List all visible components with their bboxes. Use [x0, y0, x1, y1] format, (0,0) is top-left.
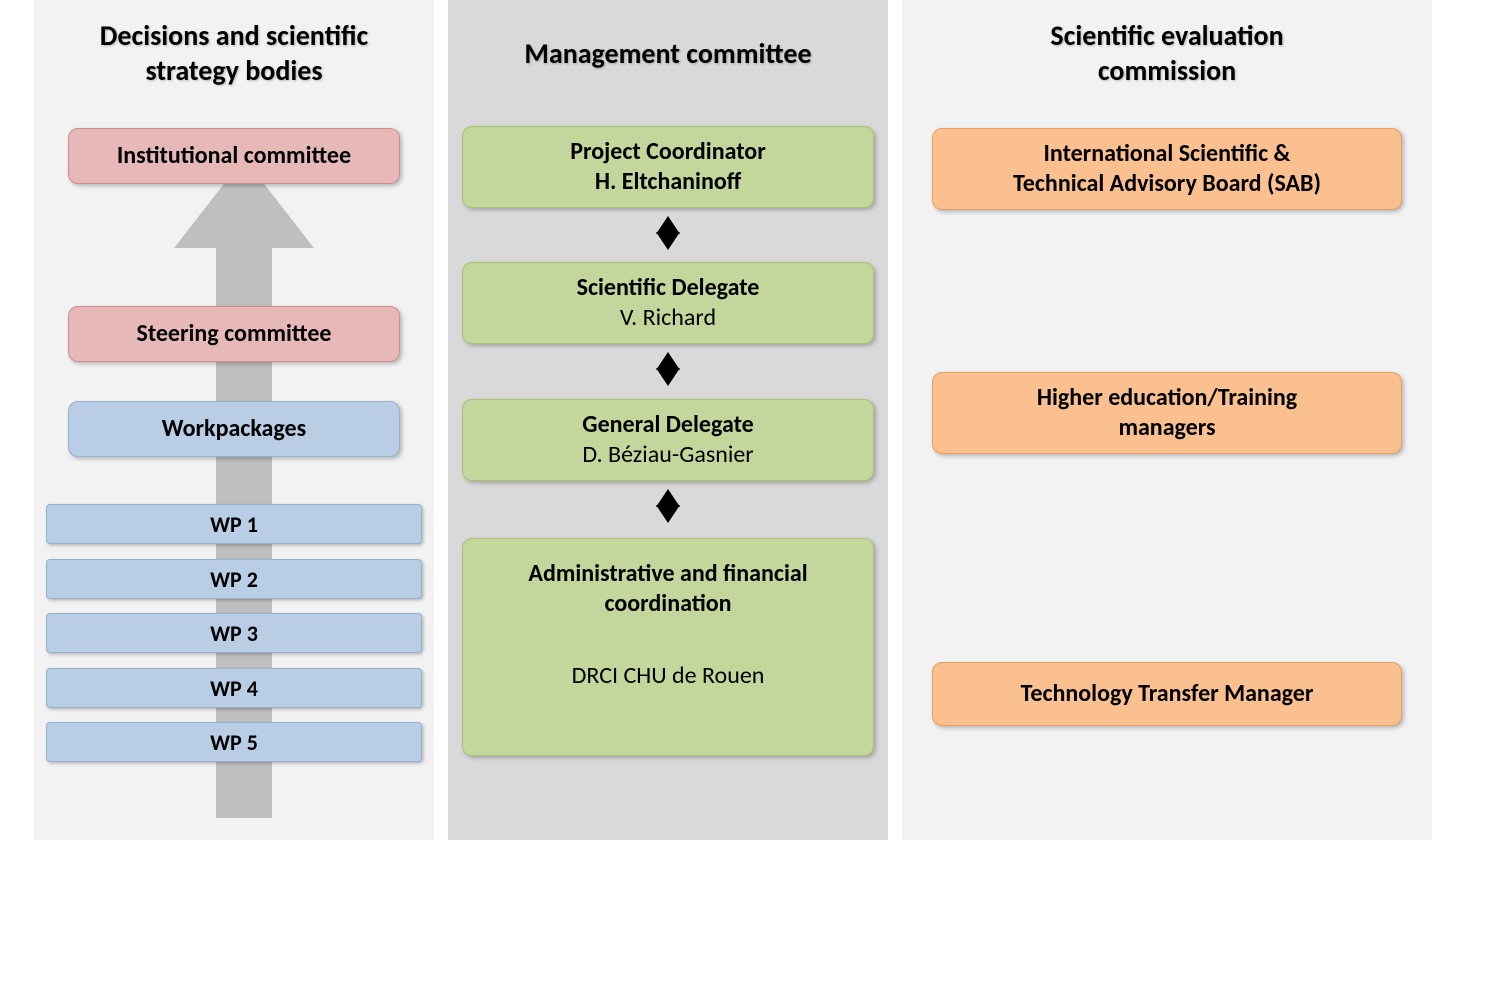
label-admin-sub: DRCI CHU de Rouen — [572, 661, 765, 691]
box-institutional-committee: Institutional committee — [68, 128, 400, 184]
double-arrow-icon — [656, 216, 680, 250]
label-gendelegate-name: D. Béziau-Gasnier — [582, 440, 753, 470]
label-coordinator-title: Project Coordinator — [570, 137, 765, 167]
label-scidelegate-name: V. Richard — [620, 303, 716, 333]
box-wp4: WP 4 — [46, 668, 422, 708]
heading-center: Management committee — [448, 0, 888, 71]
label-sab-l1: International Scientific & — [1044, 139, 1291, 169]
box-wp2: WP 2 — [46, 559, 422, 599]
label-wp5: WP 5 — [210, 729, 258, 756]
box-training-managers: Higher education/Training managers — [932, 372, 1402, 454]
box-project-coordinator: Project Coordinator H. Eltchaninoff — [462, 126, 874, 208]
box-sab: International Scientific & Technical Adv… — [932, 128, 1402, 210]
column-right: Scientific evaluation commission Interna… — [902, 0, 1432, 840]
label-wp3: WP 3 — [210, 620, 258, 647]
label-admin-l2: coordination — [604, 589, 731, 619]
box-workpackages: Workpackages — [68, 401, 400, 457]
label-admin-l1: Administrative and financial — [528, 559, 807, 589]
heading-left-l1: Decisions and scientific — [100, 18, 368, 53]
double-arrow-icon — [656, 352, 680, 386]
label-gendelegate-title: General Delegate — [582, 410, 753, 440]
box-tech-transfer: Technology Transfer Manager — [932, 662, 1402, 726]
heading-right-l2: commission — [1098, 53, 1236, 88]
heading-center-text: Management committee — [524, 36, 811, 71]
label-techtransfer: Technology Transfer Manager — [1021, 679, 1314, 709]
column-center: Management committee Project Coordinator… — [448, 0, 888, 840]
box-wp1: WP 1 — [46, 504, 422, 544]
double-arrow-icon — [656, 489, 680, 523]
label-scidelegate-title: Scientific Delegate — [577, 273, 760, 303]
column-left: Decisions and scientific strategy bodies… — [34, 0, 434, 840]
label-workpackages: Workpackages — [162, 414, 306, 444]
label-wp1: WP 1 — [210, 511, 258, 538]
label-train-l1: Higher education/Training — [1037, 383, 1297, 413]
heading-right: Scientific evaluation commission — [902, 0, 1432, 88]
heading-right-l1: Scientific evaluation — [1050, 18, 1283, 53]
heading-left-l2: strategy bodies — [145, 53, 322, 88]
label-coordinator-name: H. Eltchaninoff — [595, 167, 741, 197]
label-institutional: Institutional committee — [117, 141, 351, 171]
box-admin-fin-coord: Administrative and financial coordinatio… — [462, 538, 874, 756]
label-steering: Steering committee — [136, 319, 331, 349]
box-steering-committee: Steering committee — [68, 306, 400, 362]
box-general-delegate: General Delegate D. Béziau-Gasnier — [462, 399, 874, 481]
box-wp3: WP 3 — [46, 613, 422, 653]
label-wp2: WP 2 — [210, 566, 258, 593]
box-wp5: WP 5 — [46, 722, 422, 762]
heading-left: Decisions and scientific strategy bodies — [34, 0, 434, 88]
label-wp4: WP 4 — [210, 675, 258, 702]
label-train-l2: managers — [1118, 413, 1215, 443]
box-scientific-delegate: Scientific Delegate V. Richard — [462, 262, 874, 344]
label-sab-l2: Technical Advisory Board (SAB) — [1013, 169, 1321, 199]
